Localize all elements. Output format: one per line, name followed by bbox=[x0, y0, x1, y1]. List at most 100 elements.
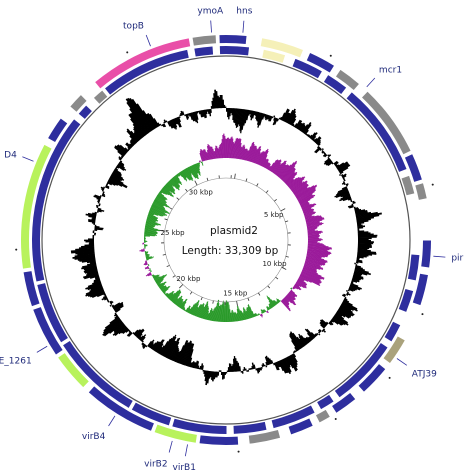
gc-skew-bar bbox=[155, 196, 166, 204]
gc-skew-bar bbox=[305, 215, 322, 221]
gc-content-bar bbox=[265, 355, 271, 365]
gc-content-bar bbox=[168, 337, 181, 360]
gc-content-bar bbox=[136, 329, 145, 339]
gene-label-leader bbox=[433, 255, 446, 258]
gc-content-bar bbox=[353, 273, 362, 277]
gc-content-bar bbox=[96, 197, 101, 201]
gc-skew-bar bbox=[168, 293, 174, 299]
plasmid-length: Length: 33,309 bp bbox=[182, 245, 279, 257]
gc-content-bar bbox=[305, 336, 311, 343]
gc-content-bar bbox=[241, 370, 244, 374]
gc-content-bar bbox=[292, 332, 304, 348]
gene-feature bbox=[346, 92, 407, 172]
gc-content-bar bbox=[212, 97, 215, 109]
gc-content-bar bbox=[319, 319, 328, 326]
gc-skew-bar bbox=[162, 187, 174, 198]
gene-feature bbox=[384, 321, 401, 342]
gene-label-leader bbox=[108, 415, 116, 427]
gc-content-bar bbox=[104, 317, 120, 329]
gc-skew-bar bbox=[159, 283, 166, 289]
gc-content-bar bbox=[278, 360, 285, 372]
gc-skew-bar bbox=[288, 292, 296, 300]
gc-skew-bar bbox=[187, 307, 191, 313]
gc-content-bar bbox=[83, 265, 97, 271]
gc-skew-bar bbox=[206, 152, 210, 160]
gc-skew-bar bbox=[305, 216, 322, 222]
gc-content-bar bbox=[131, 98, 154, 131]
gc-content-bar bbox=[289, 335, 300, 351]
gc-content-bar bbox=[354, 208, 362, 212]
gc-content-bar bbox=[332, 316, 344, 326]
gc-skew-bar bbox=[181, 305, 186, 310]
gc-skew-bar bbox=[199, 303, 205, 318]
gc-skew-bar bbox=[246, 146, 252, 161]
gc-content-bar bbox=[318, 329, 322, 332]
gc-skew-bar bbox=[149, 210, 164, 217]
gc-content-bar bbox=[274, 362, 279, 371]
gc-skew-bar bbox=[247, 141, 255, 162]
gc-skew-bar bbox=[262, 309, 265, 313]
gc-content-bar bbox=[109, 316, 120, 325]
gc-content-bar bbox=[328, 322, 333, 326]
gc-skew-bar bbox=[208, 144, 212, 160]
gc-skew-bar bbox=[307, 233, 319, 236]
gc-skew-bar bbox=[306, 254, 322, 258]
gc-skew-bar bbox=[273, 164, 282, 174]
gc-content-bar bbox=[272, 117, 277, 126]
gc-skew-bar bbox=[218, 148, 220, 159]
gc-content-bar bbox=[165, 340, 176, 359]
gc-skew-bar bbox=[144, 239, 146, 241]
gc-skew-bar bbox=[191, 165, 199, 180]
gc-content-bar bbox=[75, 251, 95, 255]
gc-content-bar bbox=[356, 220, 369, 224]
gc-skew-bar bbox=[175, 174, 180, 180]
gc-skew-bar bbox=[149, 208, 167, 217]
gc-skew-bar bbox=[151, 205, 167, 214]
gene-feature bbox=[172, 418, 227, 434]
gc-skew-bar bbox=[187, 308, 191, 314]
gc-skew-bar bbox=[154, 274, 165, 281]
gc-skew-bar bbox=[156, 280, 163, 285]
feature-dot bbox=[388, 376, 391, 379]
gc-content-bar bbox=[296, 122, 303, 130]
gc-skew-bar bbox=[302, 267, 317, 274]
gc-skew-bar bbox=[275, 160, 287, 176]
gene-label-hns: hns bbox=[236, 7, 252, 17]
gc-content-bar bbox=[293, 350, 296, 353]
gc-skew-bar bbox=[275, 162, 287, 176]
gc-content-bar bbox=[223, 104, 226, 109]
gc-skew-bar bbox=[169, 180, 178, 190]
gc-content-bar bbox=[84, 269, 98, 274]
gc-skew-bar bbox=[229, 309, 232, 322]
gc-content-bar bbox=[111, 172, 125, 181]
gc-skew-bar bbox=[172, 177, 179, 185]
gc-skew-bar bbox=[168, 292, 176, 300]
gc-skew-bar bbox=[147, 214, 158, 219]
gc-content-bar bbox=[169, 341, 180, 361]
gc-content-bar bbox=[333, 160, 338, 165]
gc-content-bar bbox=[194, 111, 199, 124]
gene-feature bbox=[93, 90, 108, 104]
gc-skew-bar bbox=[182, 169, 189, 180]
gc-skew-bar bbox=[144, 262, 148, 265]
gc-skew-bar bbox=[257, 313, 260, 316]
gc-content-bar bbox=[282, 358, 292, 375]
gene-label-pir: pir bbox=[451, 254, 463, 264]
gc-content-bar bbox=[95, 277, 100, 280]
gene-label-mcr1: mcr1 bbox=[379, 66, 402, 76]
gc-content-bar bbox=[194, 360, 199, 369]
gc-skew-bar bbox=[161, 188, 172, 197]
gc-skew-bar bbox=[289, 176, 304, 189]
gc-content-bar bbox=[113, 169, 122, 176]
gc-content-bar bbox=[345, 183, 349, 186]
gc-skew-bar bbox=[302, 268, 319, 275]
gc-skew-bar bbox=[291, 180, 308, 192]
gc-content-bar bbox=[325, 159, 332, 165]
gc-skew-bar bbox=[227, 301, 229, 322]
gc-skew-bar bbox=[279, 300, 281, 302]
gc-skew-bar bbox=[299, 199, 311, 205]
gc-skew-bar bbox=[254, 313, 257, 317]
gc-content-bar bbox=[283, 358, 292, 373]
gc-skew-bar bbox=[294, 187, 308, 197]
gc-skew-bar bbox=[181, 170, 187, 178]
